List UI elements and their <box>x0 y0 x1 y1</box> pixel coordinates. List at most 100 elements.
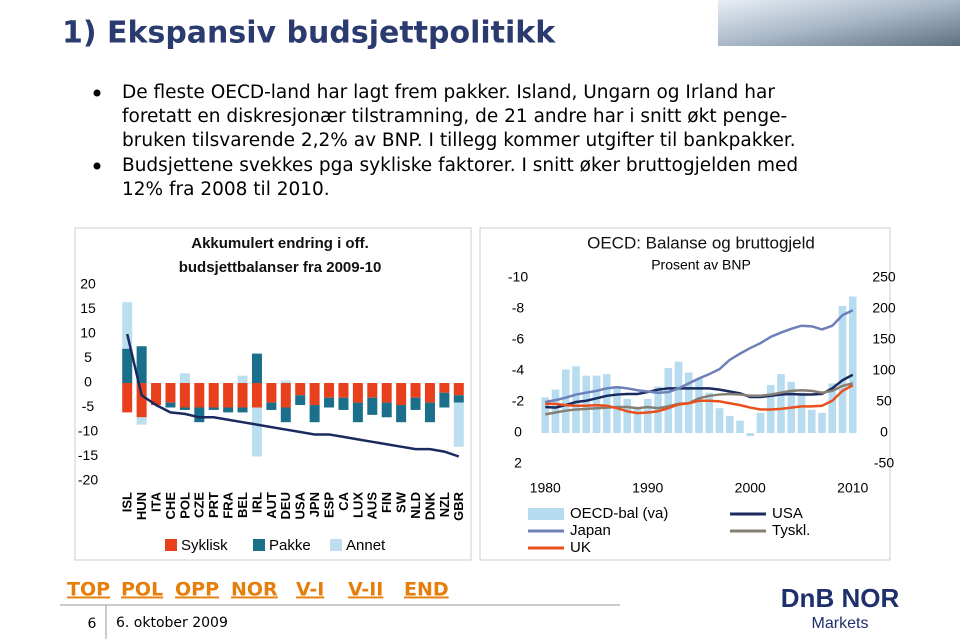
y2-tick-label: 0 <box>880 424 888 440</box>
bar <box>654 386 662 433</box>
bar-segment <box>136 417 147 425</box>
chart-right: OECD: Balanse og bruttogjeld Prosent av B… <box>508 233 896 555</box>
bar-segment <box>396 405 407 423</box>
bar <box>777 374 785 433</box>
bullet-text: 12% fra 2008 til 2010. <box>122 179 330 200</box>
bar-segment <box>410 383 421 398</box>
x-tick-label: NLD <box>408 492 423 519</box>
nav-link[interactable]: TOP <box>67 579 110 601</box>
bar-segment <box>309 383 320 406</box>
bullet-text: De fleste OECD-land har lagt frem pakker… <box>122 82 775 103</box>
nav-link[interactable]: POL <box>121 579 163 601</box>
y-tick-label: 0 <box>84 374 92 390</box>
bar-segment <box>453 402 464 447</box>
chart-frame <box>74 227 472 561</box>
y-tick-label: -15 <box>78 447 98 463</box>
bar-segment <box>381 383 392 403</box>
bar-segment <box>338 383 349 398</box>
legend-label: Annet <box>346 537 386 554</box>
x-tick-label: AUS <box>365 492 380 520</box>
bullet-dot <box>93 89 101 97</box>
x-tick-label: NZL <box>437 492 452 517</box>
slide-title: 1) Ekspansiv budsjettpolitikk <box>62 16 556 51</box>
bar-segment <box>122 383 133 413</box>
bar-segment <box>396 383 407 406</box>
chart-title: OECD: Balanse og bruttogjeld <box>587 233 815 252</box>
chart-subtitle: Prosent av BNP <box>651 257 751 273</box>
x-tick-label: GBR <box>451 491 466 521</box>
bar <box>602 374 611 433</box>
bar-segment <box>266 402 277 410</box>
bar-segment <box>179 383 190 408</box>
bar <box>674 361 683 433</box>
y2-tick-label: 100 <box>872 362 896 378</box>
y-tick-label: 0 <box>514 424 522 440</box>
bar-segment <box>424 402 435 423</box>
nav-link[interactable]: END <box>404 579 449 601</box>
bullet-text: Budsjettene svekkes pga sykliske faktore… <box>122 155 798 176</box>
bar-segment <box>266 383 277 403</box>
y-tick-label: -4 <box>512 362 525 378</box>
y-tick-label: -6 <box>512 331 525 347</box>
bar <box>807 409 816 433</box>
header-image <box>718 0 960 46</box>
bar-segment <box>295 395 306 406</box>
bar <box>797 392 806 433</box>
bar <box>541 397 550 433</box>
bar-segment <box>439 392 450 408</box>
y-tick-label: -20 <box>78 472 98 488</box>
bar <box>848 296 857 433</box>
x-tick-label: HUN <box>134 492 149 520</box>
nav-link[interactable]: V-II <box>348 579 383 601</box>
y-tick-label: 20 <box>80 276 96 292</box>
nav-link[interactable]: OPP <box>175 579 219 601</box>
x-tick-label: LUX <box>350 492 365 518</box>
bar-segment <box>280 407 291 423</box>
y-tick-label: 5 <box>84 349 92 365</box>
x-tick-label: ESP <box>321 492 336 518</box>
bar-segment <box>136 346 147 383</box>
logo-sub: Markets <box>812 615 869 632</box>
bar <box>705 392 714 433</box>
bar-segment <box>223 383 234 408</box>
bar <box>572 366 580 433</box>
bar <box>643 398 652 433</box>
legend-swatch <box>330 539 342 551</box>
nav-link[interactable]: NOR <box>231 579 278 601</box>
date: 6. oktober 2009 <box>116 615 228 631</box>
bullet-text: bruken tilsvarende 2,2% av BNP. I tilleg… <box>122 130 796 151</box>
bar-segment <box>223 407 234 413</box>
legend-label: OECD-bal (va) <box>570 505 668 522</box>
bullet-text: foretatt en diskresjonær tilstramning, d… <box>122 106 787 127</box>
chart-title: Akkumulert endring i off. <box>191 235 369 252</box>
bar-segment <box>352 383 363 403</box>
bar <box>582 375 591 433</box>
bar-segment <box>251 407 262 457</box>
y2-tick-label: 250 <box>872 269 896 285</box>
bar <box>736 420 744 433</box>
y-tick-label: -10 <box>508 269 528 285</box>
bar <box>818 412 826 433</box>
bar <box>715 408 724 433</box>
line <box>545 309 854 404</box>
x-tick-label: CA <box>336 491 351 510</box>
y-tick-label: 10 <box>80 325 96 341</box>
bar-segment <box>295 383 306 396</box>
y-tick-label: -8 <box>512 300 525 316</box>
legend-swatch <box>253 539 265 551</box>
bar-segment <box>251 353 262 383</box>
legend-swatch <box>165 539 177 551</box>
y-tick-label: -2 <box>512 393 525 409</box>
bar-segment <box>122 302 133 349</box>
x-tick-label: POL <box>177 492 192 519</box>
bar-segment <box>367 383 378 398</box>
x-tick-label: 1990 <box>632 480 663 496</box>
logo: DnB NOR <box>781 583 900 613</box>
bar-segment <box>179 373 190 383</box>
nav-link[interactable]: V-I <box>296 579 324 601</box>
x-tick-label: JPN <box>307 492 322 517</box>
bar-segment <box>309 405 320 423</box>
bar-segment <box>338 397 349 410</box>
y2-tick-label: 150 <box>872 331 896 347</box>
